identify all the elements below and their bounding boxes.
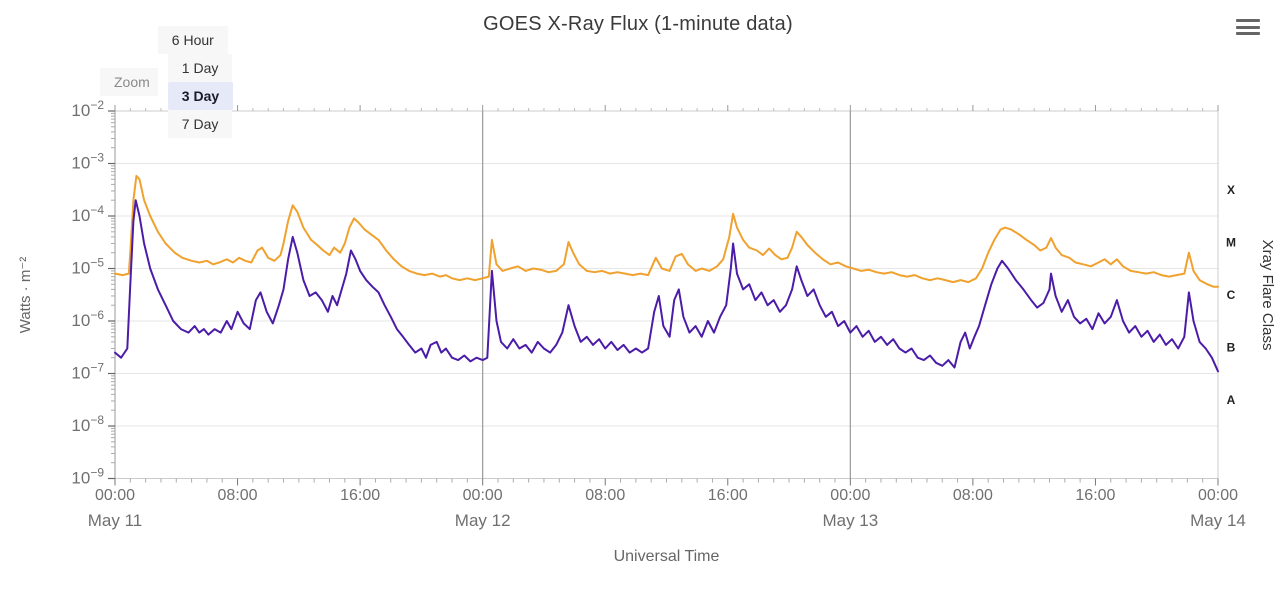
flare-class-C: C: [1227, 288, 1236, 302]
y-tick-label: 10−7: [71, 361, 104, 383]
flare-class-B: B: [1227, 340, 1236, 354]
x-time-label: 16:00: [708, 487, 748, 504]
range-selector: Zoom 6 Hour 1 Day 3 Day 7 Day: [100, 26, 234, 138]
x-axis-title: Universal Time: [614, 548, 720, 565]
range-selector-label: Zoom: [100, 68, 158, 96]
y-tick-label: 10−2: [71, 98, 104, 120]
day-boundary-lines: [482, 111, 851, 479]
x-time-label: 00:00: [463, 487, 503, 504]
range-button-3-day[interactable]: 3 Day: [167, 82, 234, 110]
plot-area[interactable]: [115, 111, 1218, 479]
x-time-label: 00:00: [95, 487, 135, 504]
range-buttons: 6 Hour 1 Day 3 Day 7 Day: [157, 26, 234, 138]
hamburger-icon: [1236, 19, 1260, 22]
x-time-label: 08:00: [585, 487, 625, 504]
y-tick-label: 10−8: [71, 413, 104, 435]
y2-axis-title: Xray Flare Class: [1259, 240, 1276, 351]
flare-class-M: M: [1226, 235, 1236, 249]
range-button-1-day[interactable]: 1 Day: [167, 54, 233, 82]
y-tick-label: 10−4: [71, 203, 104, 225]
chart-title: GOES X-Ray Flux (1-minute data): [483, 13, 793, 35]
series-short-wavelength[interactable]: [114, 199, 1219, 373]
hamburger-icon: [1236, 25, 1260, 29]
flare-class-labels: X M C B A: [1226, 183, 1236, 407]
x-time-label: 08:00: [953, 487, 993, 504]
x-time-label: 16:00: [340, 487, 380, 504]
y-axis-labels: 10−2 10−3 10−4 10−5 10−6 10−7 10−8 10−9: [71, 98, 104, 488]
x-date-label: May 13: [822, 511, 878, 530]
x-date-label: May 12: [455, 511, 511, 530]
x-date-label: May 11: [88, 511, 143, 530]
y-tick-label: 10−9: [71, 466, 104, 488]
y-axis-ticks: [108, 110, 115, 480]
series-long-wavelength[interactable]: [114, 174, 1219, 288]
y-axis-title: Watts · m⁻²: [17, 257, 34, 334]
x-time-label: 08:00: [218, 487, 258, 504]
flare-class-A: A: [1227, 393, 1236, 407]
x-date-label: May 14: [1190, 511, 1246, 530]
x-axis-ticks: [114, 105, 1219, 486]
y-tick-label: 10−5: [71, 256, 104, 278]
y-tick-label: 10−6: [71, 308, 104, 330]
x-time-label: 00:00: [830, 487, 870, 504]
x-axis-labels: 00:00 May 11 08:00 16:00 00:00 May 12 08:00 16:…: [88, 487, 1246, 530]
hamburger-icon: [1236, 32, 1260, 35]
x-time-label: 16:00: [1075, 487, 1115, 504]
flare-class-X: X: [1227, 183, 1235, 197]
x-time-label: 00:00: [1198, 487, 1238, 504]
y-tick-label: 10−3: [71, 151, 104, 173]
chart-menu-button[interactable]: [1236, 17, 1262, 37]
range-button-7-day[interactable]: 7 Day: [167, 110, 233, 138]
range-button-6-hour[interactable]: 6 Hour: [157, 26, 228, 54]
